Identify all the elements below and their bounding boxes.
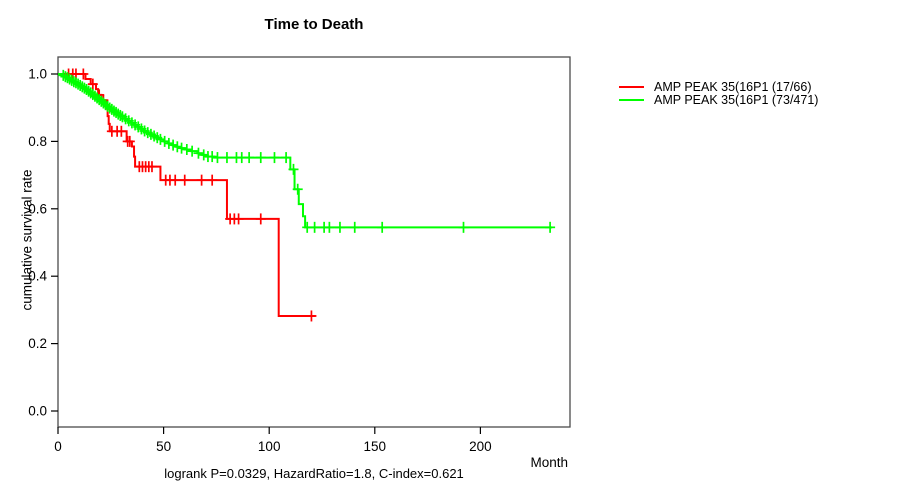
- y-tick-label: 1.0: [28, 67, 47, 82]
- y-axis-ticks: 0.0 0.2 0.4 0.6 0.8 1.0: [28, 67, 58, 419]
- x-tick-label: 50: [156, 439, 171, 454]
- x-tick-label: 0: [54, 439, 62, 454]
- x-tick-label: 100: [258, 439, 281, 454]
- statistics-annotation: logrank P=0.0329, HazardRatio=1.8, C-ind…: [164, 466, 464, 481]
- chart-title: Time to Death: [264, 16, 364, 33]
- legend: AMP PEAK 35(16P1 (17/66) AMP PEAK 35(16P…: [619, 80, 818, 107]
- y-tick-label: 0.8: [28, 134, 47, 149]
- y-tick-label: 0.2: [28, 336, 47, 351]
- x-axis-ticks: 0 50 100 150 200: [54, 427, 492, 454]
- step-curve: [58, 73, 316, 317]
- y-tick-label: 0.4: [28, 269, 47, 284]
- legend-line-swatch-green: [619, 99, 644, 102]
- x-tick-label: 200: [469, 439, 492, 454]
- x-axis-label: Month: [530, 455, 568, 470]
- plot-frame: [57, 56, 571, 428]
- legend-label: AMP PEAK 35(16P1 (73/471): [654, 93, 819, 108]
- legend-label: AMP PEAK 35(16P1 (17/66): [654, 79, 812, 94]
- survival-curve-green: [58, 69, 556, 233]
- x-tick-label: 150: [364, 439, 387, 454]
- y-tick-label: 0.6: [28, 201, 47, 216]
- legend-line-swatch-red: [619, 85, 644, 88]
- legend-row: AMP PEAK 35(16P1 (17/66): [619, 80, 818, 94]
- survival-curve-red: [58, 68, 317, 322]
- legend-row: AMP PEAK 35(16P1 (73/471): [619, 93, 819, 108]
- y-tick-label: 0.0: [28, 404, 47, 419]
- step-curve: [58, 73, 553, 229]
